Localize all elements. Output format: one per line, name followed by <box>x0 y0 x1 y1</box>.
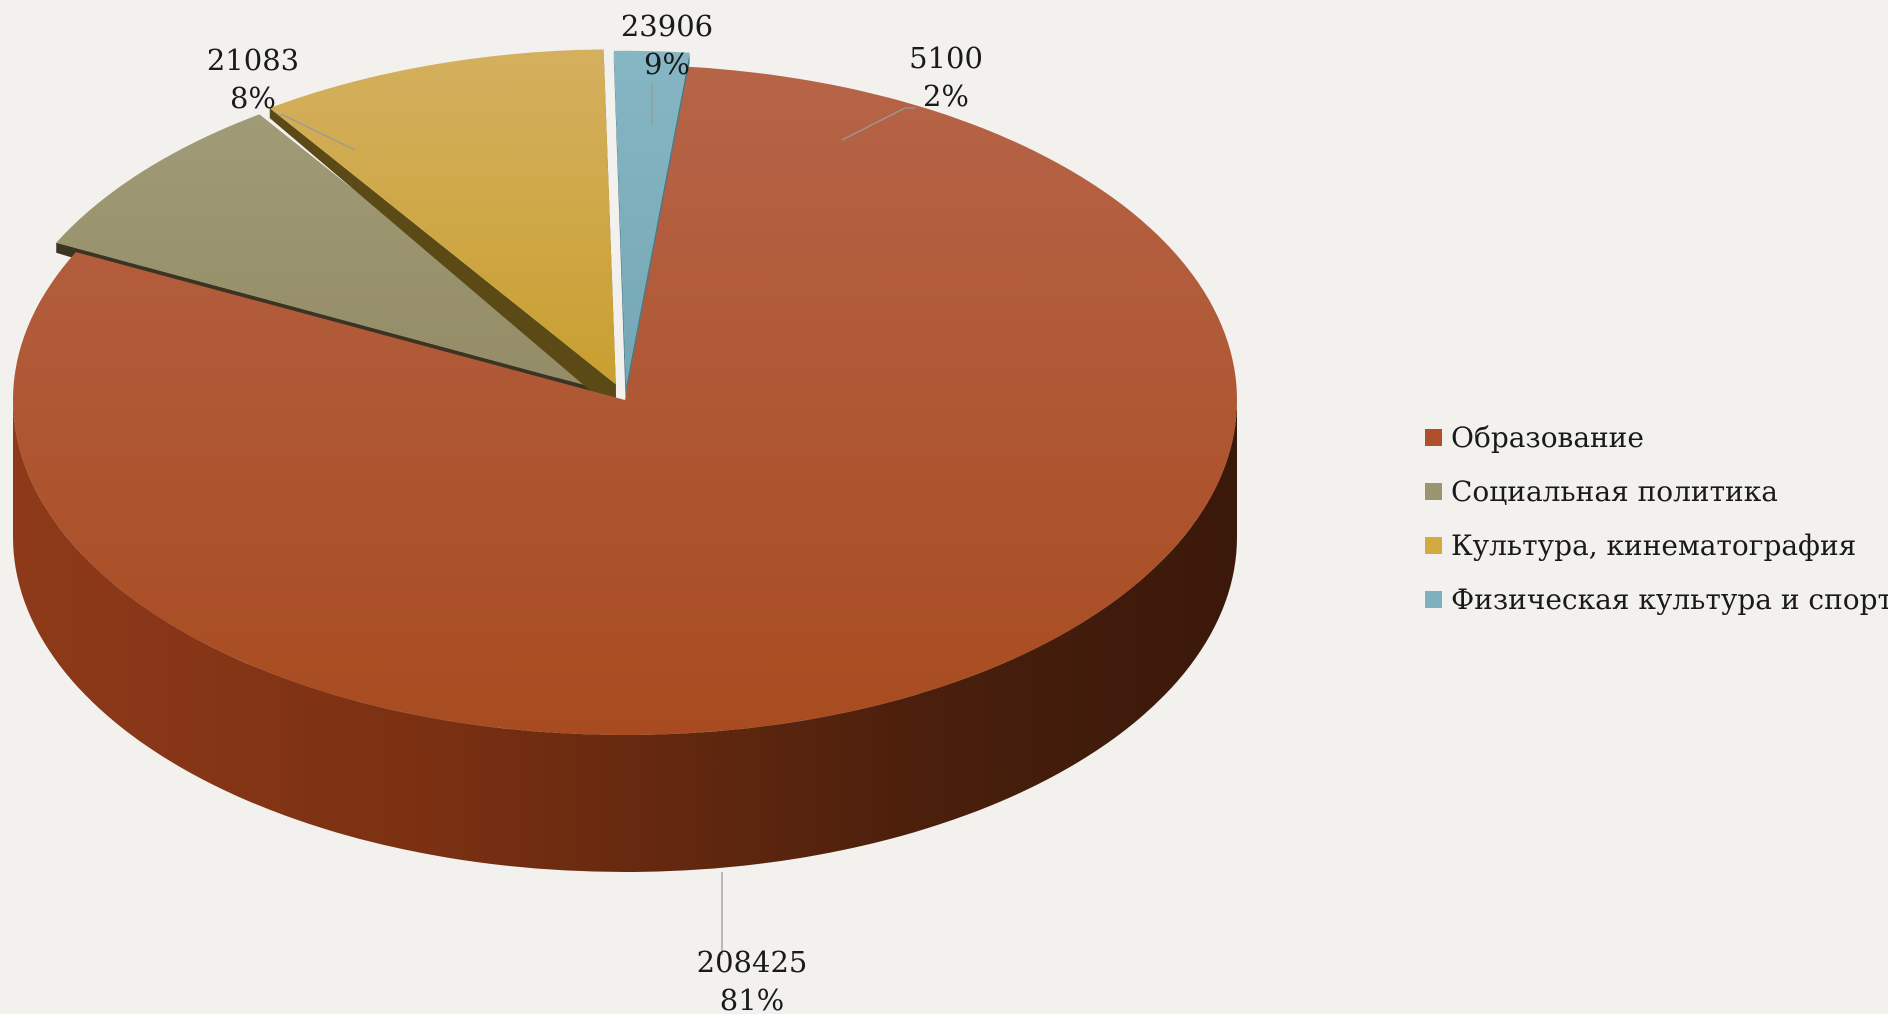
data-label-value-social-policy: 21083 <box>207 43 299 77</box>
pie-slice-education <box>12 66 1237 872</box>
legend-swatch-sport <box>1425 590 1442 608</box>
pie-top-sport <box>613 50 690 386</box>
pie-top-culture-cinema <box>269 49 616 385</box>
legend-label-sport: Физическая культура и спорт <box>1451 582 1888 616</box>
legend-item-sport: Физическая культура и спорт <box>1425 572 1888 626</box>
pie-cut-sport-0 <box>613 50 627 414</box>
legend-item-culture-cinema: Культура, кинематография <box>1425 518 1888 572</box>
data-label-value-culture-cinema: 23906 <box>621 9 713 43</box>
pie-top-education <box>12 66 1237 736</box>
pie-slice-culture-cinema <box>269 49 616 413</box>
leader-line-sport <box>841 107 915 141</box>
legend-swatch-culture-cinema <box>1425 536 1442 554</box>
data-label-percent-education: 81% <box>720 983 784 1014</box>
pie-side-education <box>13 400 1237 872</box>
leader-line-social-policy <box>278 114 356 151</box>
legend-label-education: Образование <box>1451 420 1644 454</box>
legend-swatch-social-policy <box>1425 482 1442 500</box>
data-label-percent-sport: 2% <box>923 79 969 113</box>
data-label-value-education: 208425 <box>697 945 808 979</box>
chart-legend: Образование Социальная политика Культура, … <box>1425 410 1888 626</box>
legend-item-education: Образование <box>1425 410 1888 464</box>
data-label-percent-social-policy: 8% <box>230 81 276 115</box>
legend-item-social-policy: Социальная политика <box>1425 464 1888 518</box>
legend-label-social-policy: Социальная политика <box>1451 474 1778 508</box>
pie-cut-culture-cinema-0 <box>269 108 616 413</box>
legend-swatch-education <box>1425 428 1442 446</box>
data-label-percent-culture-cinema: 9% <box>644 47 690 81</box>
legend-label-culture-cinema: Культура, кинематография <box>1451 528 1857 562</box>
pie-top-social-policy <box>56 114 606 391</box>
data-label-value-sport: 5100 <box>909 41 983 75</box>
